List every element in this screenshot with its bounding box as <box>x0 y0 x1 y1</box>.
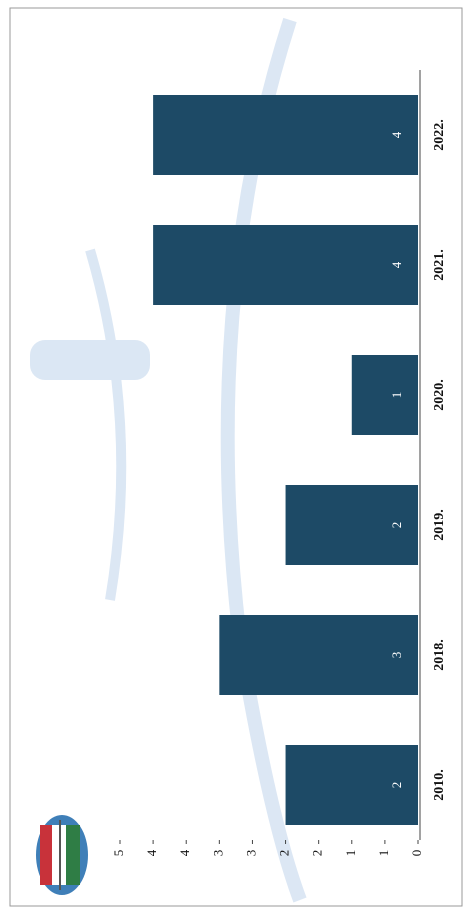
y-tick-label: 3 <box>243 850 258 857</box>
y-tick-label: 4 <box>177 849 192 856</box>
data-label: 4 <box>389 131 404 138</box>
y-tick-label: 4 <box>144 849 159 856</box>
x-tick-label: 2010. <box>432 769 447 801</box>
y-tick-label: 1 <box>343 850 358 857</box>
y-tick-label: 5 <box>111 850 126 857</box>
bar <box>153 225 418 305</box>
data-label: 2 <box>389 782 404 789</box>
data-label: 2 <box>389 522 404 529</box>
x-tick-label: 2019. <box>432 509 447 541</box>
bar <box>153 95 418 175</box>
y-tick-label: 2 <box>277 850 292 857</box>
y-tick-label: 1 <box>376 850 391 857</box>
x-tick-label: 2018. <box>432 639 447 671</box>
y-tick-label: 0 <box>409 850 424 857</box>
y-tick-label: 2 <box>310 850 325 857</box>
bar <box>285 745 418 825</box>
x-tick-label: 2022. <box>432 119 447 151</box>
x-tick-label: 2020. <box>432 379 447 411</box>
data-label: 4 <box>389 261 404 268</box>
y-tick-label: 3 <box>210 850 225 857</box>
x-tick-label: 2021. <box>432 249 447 281</box>
data-label: 1 <box>389 392 404 399</box>
bar <box>219 615 418 695</box>
logo <box>36 815 88 895</box>
bar <box>285 485 418 565</box>
bar <box>351 355 418 435</box>
data-label: 3 <box>389 652 404 659</box>
